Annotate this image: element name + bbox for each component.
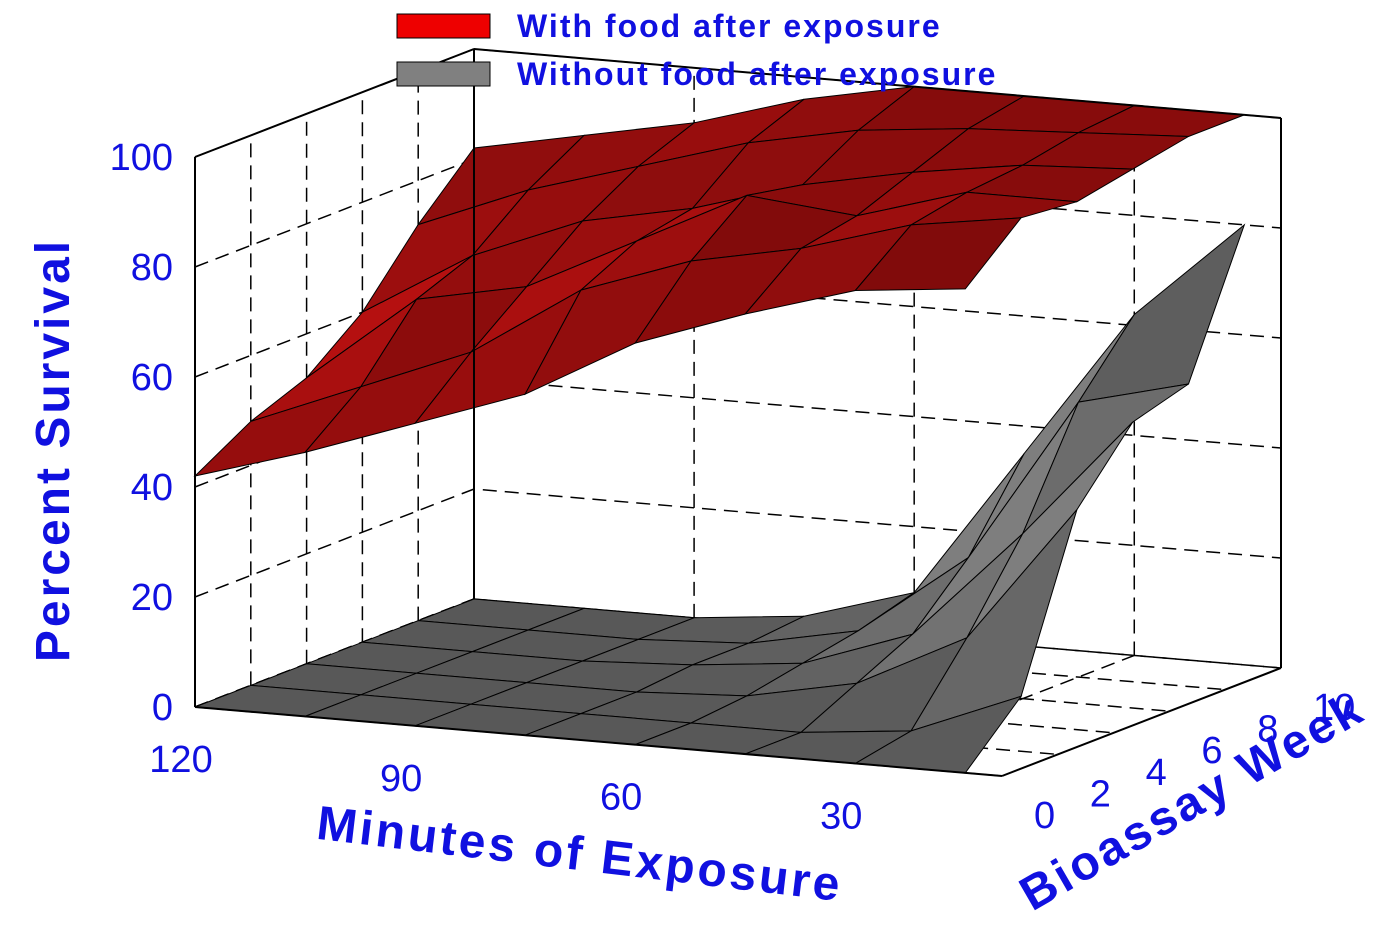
x-tick-label: 120 (149, 739, 212, 781)
z-axis-title: Percent Survival (27, 238, 80, 662)
legend-swatch-with-food (396, 13, 491, 39)
surface-with-food (193, 85, 1245, 477)
x-tick-label: 90 (380, 758, 422, 800)
y-tick-label: 0 (1034, 795, 1055, 837)
y-tick-label: 6 (1201, 730, 1222, 772)
x-tick-label: 30 (820, 795, 862, 837)
surface-facet (854, 217, 1023, 292)
y-tick-label: 2 (1090, 773, 1111, 815)
z-tick-label: 20 (131, 577, 173, 619)
y-tick-label: 10 (1313, 687, 1355, 729)
y-tick-label: 8 (1257, 709, 1278, 751)
y-axis-title: Bioassay Week (1011, 682, 1373, 922)
x-axis-title: Minutes of Exposure (314, 797, 846, 912)
y-tick-label: 4 (1146, 752, 1167, 794)
frame-edge (1001, 667, 1282, 777)
gridline-z (194, 488, 1282, 598)
z-tick-label: 60 (131, 357, 173, 399)
legend-label-with-food: With food after exposure (517, 8, 942, 44)
surface-without-food (194, 223, 1246, 774)
frame-edge (194, 706, 1003, 777)
z-tick-label: 0 (152, 687, 173, 729)
x-tick-label: 60 (600, 777, 642, 819)
z-tick-label: 40 (131, 467, 173, 509)
frame-edge (473, 48, 1282, 119)
z-tick-label: 80 (131, 247, 173, 289)
axis-frame (194, 48, 1282, 777)
surface-facet (1077, 223, 1246, 403)
legend: With food after exposure Without food af… (396, 8, 997, 92)
legend-swatch-without-food (396, 61, 491, 87)
legend-label-without-food: Without food after exposure (517, 56, 997, 92)
z-tick-label: 100 (110, 137, 173, 179)
